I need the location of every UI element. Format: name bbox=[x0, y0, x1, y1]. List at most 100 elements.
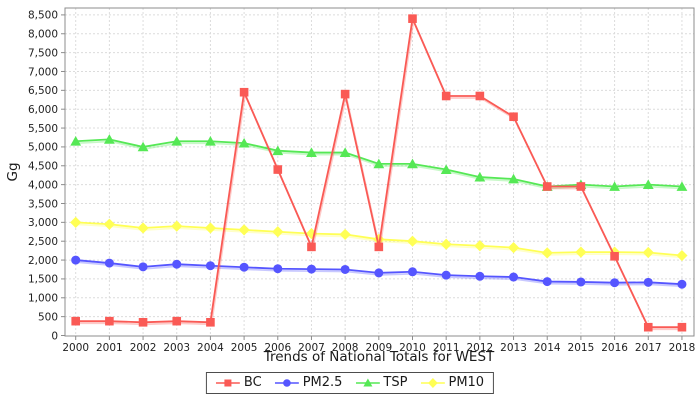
triangle-marker-icon bbox=[373, 158, 385, 169]
square-marker-icon bbox=[509, 112, 518, 122]
circle-marker-icon bbox=[273, 264, 283, 274]
y-tick-label: 3,500 bbox=[28, 198, 58, 210]
x-tick-label: 2011 bbox=[433, 342, 460, 354]
square-marker-icon bbox=[576, 182, 586, 191]
x-tick-label: 2017 bbox=[635, 342, 662, 354]
legend-item-tsp: TSP bbox=[355, 375, 407, 390]
x-tick-label: 2008 bbox=[332, 342, 359, 354]
y-tick-label: 1,000 bbox=[28, 293, 58, 305]
x-tick-label: 2006 bbox=[264, 342, 291, 354]
diamond-marker-icon bbox=[171, 220, 183, 232]
triangle-marker-icon bbox=[103, 134, 115, 144]
x-tick-label: 2018 bbox=[669, 342, 696, 354]
circle-marker-icon bbox=[374, 268, 384, 278]
triangle-marker-icon bbox=[238, 137, 250, 148]
diamond-marker-icon bbox=[103, 218, 115, 230]
diamond-marker-icon bbox=[541, 247, 553, 259]
square-marker-icon bbox=[475, 91, 485, 101]
circle-marker-icon bbox=[610, 278, 620, 288]
circle-marker-icon bbox=[104, 258, 114, 268]
circle-marker-icon bbox=[239, 262, 249, 272]
series-bc bbox=[71, 14, 687, 332]
legend-item-pm10: PM10 bbox=[420, 375, 484, 390]
y-axis-title: Gg bbox=[5, 162, 21, 181]
y-tick-label: 1,500 bbox=[28, 274, 58, 286]
y-tick-label: 4,500 bbox=[28, 161, 58, 173]
x-tick-label: 2000 bbox=[62, 342, 89, 354]
gridlines bbox=[65, 8, 694, 336]
circle-marker-icon bbox=[71, 255, 81, 265]
legend-label-tsp: TSP bbox=[383, 375, 408, 390]
y-tick-label: 6,500 bbox=[28, 85, 58, 97]
square-marker-icon bbox=[441, 91, 451, 101]
legend-item-pm25: PM2.5 bbox=[274, 375, 343, 390]
y-tick-label: 0 bbox=[51, 330, 58, 342]
x-tick-label: 2013 bbox=[500, 342, 527, 354]
pm25-circle-icon bbox=[274, 378, 299, 387]
x-tick-label: 2007 bbox=[298, 342, 325, 354]
y-tick-label: 8,000 bbox=[28, 29, 58, 41]
axes: 0 500 1,000 1,500 2,000 2,500 3,000 3,500 4,000 4… bbox=[28, 7, 696, 354]
diamond-marker-icon bbox=[70, 216, 82, 228]
square-marker-icon bbox=[138, 317, 148, 327]
square-marker-icon bbox=[273, 165, 283, 174]
diamond-marker-icon bbox=[305, 228, 318, 240]
triangle-marker-icon bbox=[474, 171, 486, 182]
triangle-marker-icon bbox=[339, 147, 351, 157]
circle-marker-icon bbox=[509, 272, 519, 282]
square-marker-icon bbox=[542, 182, 552, 191]
triangle-marker-icon bbox=[137, 141, 149, 152]
square-marker-icon bbox=[307, 242, 316, 252]
square-marker-icon bbox=[374, 242, 384, 252]
x-tick-label: 2003 bbox=[163, 342, 190, 354]
square-marker-icon bbox=[105, 316, 114, 326]
series-pm25 bbox=[71, 255, 687, 289]
square-marker-icon bbox=[610, 251, 619, 261]
square-marker-icon bbox=[340, 89, 350, 99]
series-tsp bbox=[70, 134, 688, 191]
y-tick-label: 2,500 bbox=[28, 236, 58, 248]
diamond-marker-icon bbox=[204, 222, 217, 234]
triangle-marker-icon bbox=[676, 181, 688, 191]
triangle-marker-icon bbox=[609, 181, 620, 191]
x-axis-title: Trends of National Totals for WEST bbox=[263, 349, 495, 365]
triangle-marker-icon bbox=[407, 158, 418, 169]
square-marker-icon bbox=[408, 14, 417, 23]
square-marker-icon bbox=[206, 317, 215, 327]
y-tick-label: 500 bbox=[38, 311, 58, 323]
circle-marker-icon bbox=[677, 279, 687, 289]
square-marker-icon bbox=[71, 316, 80, 326]
circle-marker-icon bbox=[340, 264, 350, 274]
x-tick-label: 2010 bbox=[399, 342, 426, 354]
legend-label-pm25: PM2.5 bbox=[302, 375, 343, 390]
circle-marker-icon bbox=[306, 264, 316, 274]
square-marker-icon bbox=[239, 87, 249, 97]
y-tick-label: 7,500 bbox=[28, 47, 58, 59]
diamond-marker-icon bbox=[507, 242, 520, 254]
y-tick-label: 3,000 bbox=[28, 217, 58, 229]
legend-item-bc: BC bbox=[215, 375, 262, 390]
diamond-marker-icon bbox=[474, 240, 486, 252]
triangle-marker-icon bbox=[205, 136, 216, 146]
x-tick-label: 2016 bbox=[601, 342, 628, 354]
circle-marker-icon bbox=[576, 277, 586, 287]
x-tick-label: 2014 bbox=[534, 342, 561, 354]
diamond-marker-icon bbox=[440, 238, 452, 250]
legend-label-bc: BC bbox=[243, 375, 262, 390]
diamond-marker-icon bbox=[575, 246, 587, 258]
y-tick-label: 5,500 bbox=[28, 123, 58, 135]
y-tick-label: 8,500 bbox=[28, 10, 58, 22]
x-tick-label: 2004 bbox=[197, 342, 224, 354]
data-series bbox=[70, 14, 688, 332]
plot-border bbox=[64, 7, 695, 337]
circle-marker-icon bbox=[542, 277, 552, 287]
series-pm10 bbox=[70, 216, 688, 262]
triangle-marker-icon bbox=[440, 164, 452, 174]
y-tick-label: 6,000 bbox=[28, 104, 58, 116]
y-tick-label: 4,000 bbox=[28, 179, 58, 191]
diamond-marker-icon bbox=[642, 246, 654, 259]
triangle-marker-icon bbox=[508, 173, 519, 184]
square-marker-icon bbox=[172, 316, 182, 326]
diamond-marker-icon bbox=[676, 249, 688, 262]
